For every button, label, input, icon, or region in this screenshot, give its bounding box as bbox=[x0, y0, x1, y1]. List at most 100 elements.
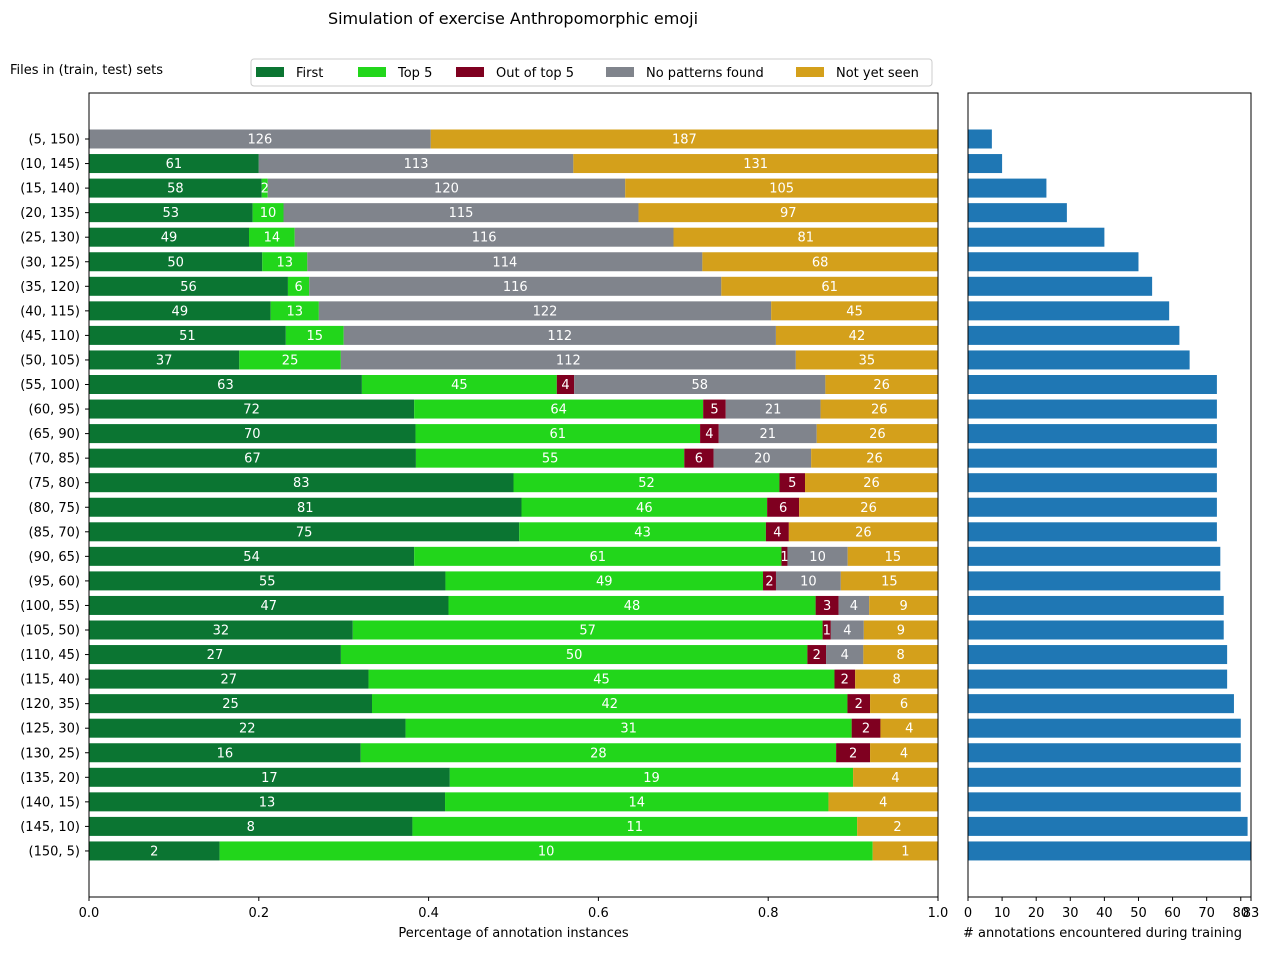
bar-segment-not-yet-seen bbox=[847, 546, 938, 566]
bar-value-label: 81 bbox=[797, 231, 814, 246]
bar-segment-not-yet-seen bbox=[820, 399, 938, 419]
bar-value-label: 4 bbox=[705, 427, 713, 442]
bar-value-label: 47 bbox=[260, 599, 277, 614]
chart-title: Simulation of exercise Anthropomorphic e… bbox=[328, 9, 698, 28]
legend-swatch bbox=[256, 67, 284, 77]
x-tick-label: 0 bbox=[964, 906, 972, 921]
bar-value-label: 35 bbox=[859, 353, 876, 368]
annotation-bar bbox=[968, 325, 1180, 345]
annotation-bar bbox=[968, 595, 1224, 615]
bar-value-label: 49 bbox=[161, 231, 178, 246]
annotation-bar bbox=[968, 571, 1221, 591]
bar-value-label: 43 bbox=[634, 525, 651, 540]
bar-value-label: 10 bbox=[809, 550, 826, 565]
bar-segment-out-of-top-5 bbox=[556, 375, 575, 394]
bar-segment-out-of-top-5 bbox=[700, 424, 719, 444]
bar-value-label: 45 bbox=[593, 673, 610, 688]
bar-value-label: 83 bbox=[293, 476, 310, 491]
bar-value-label: 26 bbox=[873, 378, 890, 393]
bar-value-label: 21 bbox=[765, 403, 782, 418]
bar-segment-not-yet-seen bbox=[857, 816, 938, 836]
bar-segment-not-yet-seen bbox=[828, 792, 938, 812]
bar-segment-first bbox=[89, 448, 416, 468]
bar-value-label: 28 bbox=[590, 746, 607, 761]
annotation-bar bbox=[968, 620, 1224, 640]
bar-value-label: 26 bbox=[869, 427, 886, 442]
bar-segment-no-patterns-found bbox=[258, 154, 574, 174]
bar-value-label: 2 bbox=[841, 673, 849, 688]
bar-segment-out-of-top-5 bbox=[781, 546, 788, 566]
bar-value-label: 61 bbox=[550, 427, 567, 442]
bar-value-label: 112 bbox=[547, 329, 572, 344]
row-axis-label: Files in (train, test) sets bbox=[10, 63, 163, 78]
y-tick-label: (35, 120) bbox=[20, 280, 80, 295]
bar-value-label: 27 bbox=[207, 648, 224, 663]
bar-segment-not-yet-seen bbox=[788, 522, 938, 542]
bar-value-label: 25 bbox=[282, 353, 299, 368]
bar-value-label: 6 bbox=[294, 280, 302, 295]
bar-value-label: 19 bbox=[643, 771, 660, 786]
bar-segment-out-of-top-5 bbox=[851, 718, 881, 738]
bar-segment-top-5 bbox=[219, 841, 873, 861]
bar-segment-not-yet-seen bbox=[775, 325, 938, 345]
main-axes-frame bbox=[88, 92, 939, 898]
bar-value-label: 2 bbox=[849, 746, 857, 761]
y-tick-label: (60, 95) bbox=[29, 403, 81, 418]
side-axes-frame bbox=[967, 92, 1252, 898]
bar-segment-top-5 bbox=[448, 595, 816, 615]
annotation-bar bbox=[968, 645, 1228, 665]
bar-segment-not-yet-seen bbox=[799, 497, 938, 517]
bar-segment-first bbox=[89, 301, 271, 321]
annotation-bar bbox=[968, 694, 1234, 714]
bar-value-label: 116 bbox=[472, 231, 497, 246]
bar-value-label: 6 bbox=[695, 452, 703, 467]
bar-segment-top-5 bbox=[249, 227, 295, 247]
bar-value-label: 37 bbox=[156, 353, 173, 368]
y-tick-label: (55, 100) bbox=[20, 378, 80, 393]
legend-swatch bbox=[796, 67, 824, 77]
bar-segment-not-yet-seen bbox=[795, 350, 938, 370]
bar-value-label: 2 bbox=[893, 820, 901, 835]
bar-value-label: 1 bbox=[901, 844, 909, 859]
bar-value-label: 16 bbox=[217, 746, 234, 761]
bar-segment-top-5 bbox=[412, 816, 858, 836]
bar-value-label: 10 bbox=[260, 206, 277, 221]
annotation-bar bbox=[968, 497, 1217, 517]
bar-segment-no-patterns-found bbox=[713, 448, 812, 468]
bar-segment-first bbox=[89, 203, 253, 223]
bar-value-label: 55 bbox=[542, 452, 559, 467]
bar-value-label: 1 bbox=[823, 624, 831, 639]
bar-value-label: 26 bbox=[855, 525, 872, 540]
bar-value-label: 13 bbox=[286, 304, 303, 319]
legend-frame bbox=[250, 58, 933, 87]
side-x-axis-label: # annotations encountered during trainin… bbox=[963, 926, 1242, 941]
bar-segment-not-yet-seen bbox=[840, 571, 938, 591]
bar-value-label: 49 bbox=[172, 304, 189, 319]
annotation-bar bbox=[968, 178, 1047, 198]
bar-segment-first bbox=[89, 767, 450, 787]
bar-segment-first bbox=[89, 718, 406, 738]
bar-value-label: 22 bbox=[239, 722, 256, 737]
bar-segment-top-5 bbox=[513, 473, 780, 493]
bar-value-label: 49 bbox=[596, 574, 613, 589]
bar-segment-not-yet-seen bbox=[771, 301, 938, 321]
bar-value-label: 81 bbox=[297, 501, 314, 516]
bar-segment-no-patterns-found bbox=[294, 227, 674, 247]
x-tick-label: 30 bbox=[1062, 906, 1079, 921]
x-tick-label: 0.2 bbox=[248, 906, 269, 921]
bar-value-label: 42 bbox=[849, 329, 866, 344]
y-tick-label: (145, 10) bbox=[20, 820, 80, 835]
bar-value-label: 68 bbox=[812, 255, 829, 270]
bar-value-label: 51 bbox=[179, 329, 196, 344]
bar-value-label: 26 bbox=[866, 452, 883, 467]
bar-segment-not-yet-seen bbox=[855, 669, 938, 689]
annotation-bar bbox=[968, 816, 1248, 836]
bar-value-label: 46 bbox=[636, 501, 653, 516]
y-tick-label: (95, 60) bbox=[29, 574, 81, 589]
bar-value-label: 3 bbox=[823, 599, 831, 614]
annotation-bar bbox=[968, 546, 1221, 566]
annotation-bar bbox=[968, 448, 1217, 468]
bar-segment-no-patterns-found bbox=[787, 546, 848, 566]
